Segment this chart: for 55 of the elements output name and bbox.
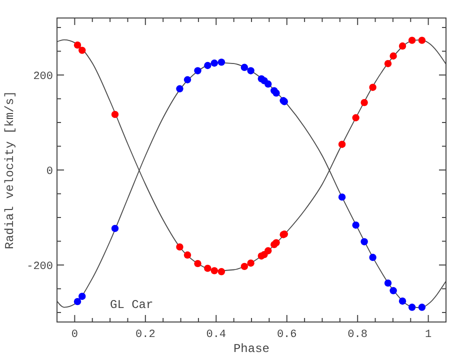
- point: [408, 36, 416, 44]
- point: [194, 260, 202, 268]
- point: [240, 64, 248, 71]
- point: [74, 41, 82, 49]
- point: [398, 42, 406, 50]
- point: [408, 304, 416, 311]
- x-tick-label: 1: [425, 329, 432, 341]
- x-tick-label: 0.4: [206, 329, 226, 341]
- point: [78, 46, 86, 54]
- point: [338, 193, 346, 201]
- point: [384, 60, 392, 68]
- point: [184, 76, 192, 84]
- point: [352, 222, 360, 229]
- point: [390, 52, 397, 60]
- x-tick-label: 0.8: [348, 329, 368, 341]
- point: [204, 62, 212, 70]
- point: [384, 279, 392, 287]
- point: [390, 287, 397, 294]
- point: [418, 304, 426, 311]
- point: [184, 251, 192, 259]
- point: [247, 260, 254, 267]
- point: [418, 36, 426, 44]
- y-axis-title: Radial velocity [km/s]: [3, 90, 17, 250]
- y-tick-label: 200: [33, 71, 53, 83]
- y-tick-label: -200: [26, 261, 53, 273]
- point: [338, 140, 346, 148]
- point: [369, 254, 376, 261]
- y-tick-label: 0: [46, 166, 53, 178]
- point: [210, 267, 218, 274]
- point: [176, 243, 184, 251]
- point: [74, 298, 82, 306]
- x-tick-label: 0: [71, 329, 78, 341]
- point: [264, 80, 272, 88]
- annotation: GL Car: [110, 298, 154, 312]
- point: [369, 84, 376, 91]
- point: [111, 110, 119, 118]
- point: [210, 60, 218, 67]
- point: [111, 224, 119, 232]
- point: [247, 67, 254, 74]
- point: [204, 264, 212, 272]
- point: [352, 114, 360, 122]
- point: [218, 58, 226, 66]
- x-tick-label: 0.2: [136, 329, 156, 341]
- point: [264, 247, 272, 254]
- point: [194, 67, 202, 74]
- point: [360, 98, 368, 106]
- point: [360, 238, 368, 246]
- point: [176, 85, 184, 92]
- point: [272, 89, 280, 97]
- point: [218, 268, 226, 276]
- x-tick-label: 0.6: [276, 329, 297, 341]
- point: [78, 292, 86, 300]
- point: [240, 262, 248, 270]
- x-axis-title: Phase: [233, 342, 270, 354]
- point: [398, 298, 406, 305]
